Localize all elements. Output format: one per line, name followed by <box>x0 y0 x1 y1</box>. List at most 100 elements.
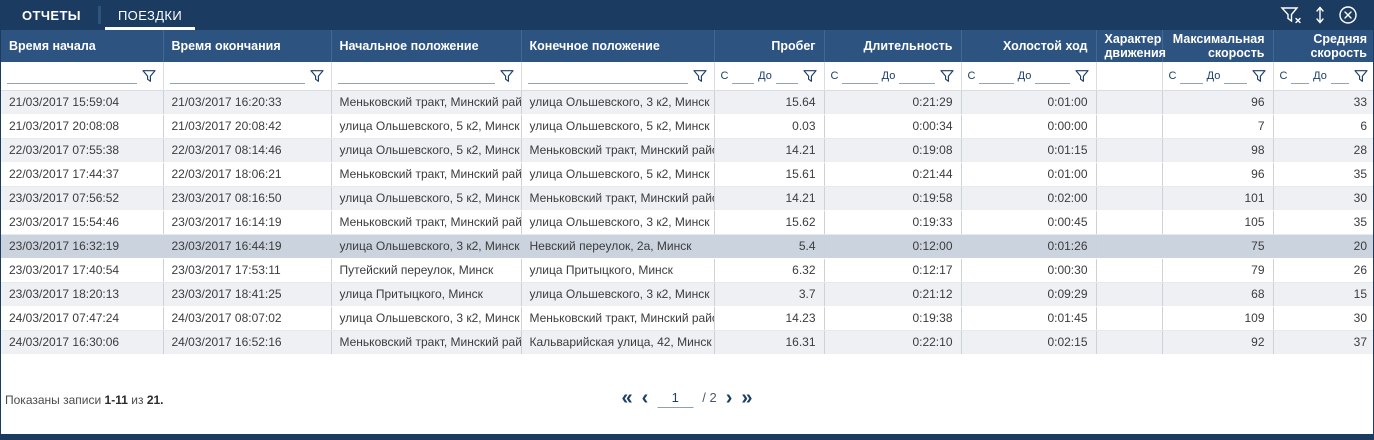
cell-duration: 0:19:08 <box>824 138 962 163</box>
summary-total: 21. <box>146 392 164 407</box>
filter-input-start_pos[interactable] <box>337 67 495 85</box>
cell-max_speed: 7 <box>1162 114 1274 139</box>
tab-divider <box>97 6 101 24</box>
last-page-button[interactable]: » <box>741 386 753 409</box>
filter-funnel-icon[interactable] <box>1251 68 1267 84</box>
cell-avg_speed: 26 <box>1273 258 1373 283</box>
range-from-label: С <box>967 69 976 82</box>
table-row[interactable]: 23/03/2017 18:20:13 23/03/2017 18:41:25 ул… <box>1 282 1373 307</box>
table-row[interactable]: 23/03/2017 16:32:19 23/03/2017 16:44:19 ул… <box>1 234 1373 259</box>
table-row[interactable]: 23/03/2017 15:54:46 23/03/2017 16:14:19 Ме… <box>1 210 1373 235</box>
filter-to-input-idle[interactable] <box>1035 67 1070 85</box>
filter-input-end_pos[interactable] <box>527 67 688 85</box>
cell-end_time: 24/03/2017 16:52:16 <box>163 330 332 355</box>
cell-avg_speed: 20 <box>1273 234 1373 259</box>
filter-from-input-mileage[interactable] <box>732 67 755 85</box>
column-header-avg_speed[interactable]: Средняя скорость <box>1273 30 1373 62</box>
cell-behavior <box>1096 186 1163 211</box>
filter-funnel-icon[interactable] <box>939 68 955 84</box>
table-row[interactable]: 23/03/2017 17:40:54 23/03/2017 17:53:11 Пу… <box>1 258 1373 283</box>
page-number-input[interactable] <box>657 387 694 408</box>
column-header-end_pos[interactable]: Конечное положение <box>521 30 715 62</box>
filter-from-input-avg_speed[interactable] <box>1291 67 1310 85</box>
range-from-label: С <box>830 69 839 82</box>
cell-duration: 0:21:29 <box>824 90 962 115</box>
cell-behavior <box>1096 258 1163 283</box>
cell-behavior <box>1096 282 1163 307</box>
cell-end_pos: улица Ольшевского, 3 к2, Минск <box>521 282 715 307</box>
cell-mileage: 15.64 <box>714 90 825 115</box>
first-page-button[interactable]: « <box>621 386 633 409</box>
cell-duration: 0:12:17 <box>824 258 962 283</box>
cell-duration: 0:00:34 <box>824 114 962 139</box>
summary-range: 1-11 <box>104 392 128 407</box>
table-row[interactable]: 24/03/2017 07:47:24 24/03/2017 08:07:02 ул… <box>1 306 1373 331</box>
cell-end_time: 22/03/2017 08:14:46 <box>163 138 332 163</box>
cell-end_time: 24/03/2017 08:07:02 <box>163 306 332 331</box>
table-row[interactable]: 22/03/2017 17:44:37 22/03/2017 18:06:21 Ме… <box>1 162 1373 187</box>
filter-funnel-icon[interactable] <box>692 68 708 84</box>
cell-start_pos: Меньковский тракт, Минский район <box>331 330 522 355</box>
filter-from-input-duration[interactable] <box>842 67 878 85</box>
cell-start_pos: Путейский переулок, Минск <box>331 258 522 283</box>
table-row[interactable]: 23/03/2017 07:56:52 23/03/2017 08:16:50 ул… <box>1 186 1373 211</box>
clear-filters-icon[interactable] <box>1279 4 1303 26</box>
cell-start_time: 21/03/2017 15:59:04 <box>1 90 164 115</box>
filter-funnel-icon[interactable] <box>1353 68 1369 84</box>
column-header-behavior[interactable]: Характер движения <box>1096 30 1166 62</box>
cell-start_time: 21/03/2017 20:08:08 <box>1 114 164 139</box>
column-header-end_time[interactable]: Время окончания <box>163 30 332 62</box>
cell-start_pos: Меньковский тракт, Минский район <box>331 162 522 187</box>
cell-max_speed: 68 <box>1162 282 1274 307</box>
vertical-resize-icon[interactable] <box>1312 4 1328 26</box>
cell-start_time: 22/03/2017 07:55:38 <box>1 138 164 163</box>
filter-funnel-icon[interactable] <box>802 68 818 84</box>
close-icon[interactable] <box>1337 4 1359 26</box>
column-header-start_time[interactable]: Время начала <box>1 30 164 62</box>
filter-input-start_time[interactable] <box>7 67 137 85</box>
table-header-row: Время начала Время окончания Начальное пол… <box>1 30 1373 62</box>
column-header-mileage[interactable]: Пробег <box>714 30 825 62</box>
filter-from-input-max_speed[interactable] <box>1180 67 1203 85</box>
trips-table: Время начала Время окончания Начальное пол… <box>1 30 1373 355</box>
cell-end_time: 23/03/2017 17:53:11 <box>163 258 332 283</box>
column-header-max_speed[interactable]: Максимальная скорость <box>1162 30 1274 62</box>
cell-behavior <box>1096 210 1163 235</box>
filter-to-input-max_speed[interactable] <box>1224 67 1247 85</box>
cell-end_time: 23/03/2017 16:14:19 <box>163 210 332 235</box>
cell-avg_speed: 6 <box>1273 114 1373 139</box>
next-page-button[interactable]: › <box>725 386 733 409</box>
filter-funnel-icon[interactable] <box>499 68 515 84</box>
cell-max_speed: 96 <box>1162 90 1274 115</box>
range-from-label: С <box>1168 69 1177 82</box>
filter-from-input-idle[interactable] <box>979 67 1014 85</box>
cell-max_speed: 75 <box>1162 234 1274 259</box>
cell-avg_speed: 30 <box>1273 306 1373 331</box>
tab-reports[interactable]: ОТЧЕТЫ <box>22 7 81 23</box>
pagination: « ‹ / 2 › » <box>621 387 752 409</box>
cell-end_time: 21/03/2017 16:20:33 <box>163 90 332 115</box>
cell-start_time: 24/03/2017 07:47:24 <box>1 306 164 331</box>
filter-funnel-icon[interactable] <box>309 68 325 84</box>
filter-input-end_time[interactable] <box>169 67 305 85</box>
range-from-label: С <box>1279 69 1288 82</box>
filter-funnel-icon[interactable] <box>141 68 157 84</box>
table-row[interactable]: 22/03/2017 07:55:38 22/03/2017 08:14:46 ул… <box>1 138 1373 163</box>
top-tab-bar: ОТЧЕТЫ ПОЕЗДКИ <box>1 0 1373 30</box>
filter-to-input-mileage[interactable] <box>775 67 798 85</box>
tab-trips[interactable]: ПОЕЗДКИ <box>104 0 196 30</box>
cell-start_time: 23/03/2017 16:32:19 <box>1 234 164 259</box>
column-header-start_pos[interactable]: Начальное положение <box>331 30 522 62</box>
table-row[interactable]: 21/03/2017 15:59:04 21/03/2017 16:20:33 Ме… <box>1 90 1373 115</box>
filter-funnel-icon[interactable] <box>1074 68 1090 84</box>
filter-to-input-avg_speed[interactable] <box>1330 67 1349 85</box>
table-row[interactable]: 21/03/2017 20:08:08 21/03/2017 20:08:42 ул… <box>1 114 1373 139</box>
cell-duration: 0:21:44 <box>824 162 962 187</box>
prev-page-button[interactable]: ‹ <box>641 386 649 409</box>
table-row[interactable]: 24/03/2017 16:30:06 24/03/2017 16:52:16 Ме… <box>1 330 1373 355</box>
range-from-label: С <box>720 69 729 82</box>
column-header-idle[interactable]: Холостой ход <box>961 30 1097 62</box>
cell-start_pos: улица Ольшевского, 5 к2, Минск <box>331 114 522 139</box>
column-header-duration[interactable]: Длительность <box>824 30 962 62</box>
filter-to-input-duration[interactable] <box>899 67 935 85</box>
